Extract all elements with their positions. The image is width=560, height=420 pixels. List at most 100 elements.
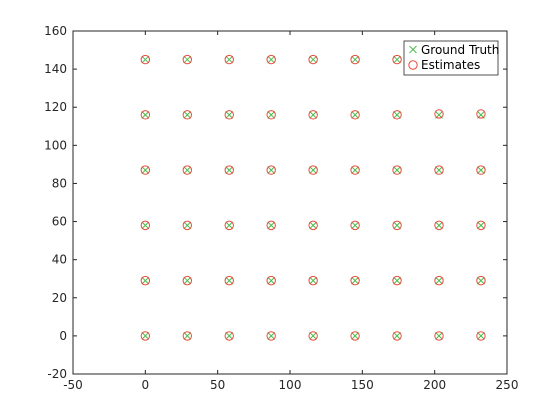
ground-truth-marker <box>351 221 359 230</box>
ground-truth-marker <box>309 110 318 119</box>
ground-truth-marker <box>141 221 150 230</box>
x-tick-label: 200 <box>423 378 446 392</box>
plot-area <box>73 31 507 374</box>
ground-truth-marker <box>351 276 359 285</box>
estimate-marker <box>224 110 234 120</box>
estimate-marker <box>308 110 318 120</box>
ground-truth-marker <box>183 55 192 64</box>
ground-truth-marker <box>435 332 443 340</box>
ground-truth-marker <box>351 166 359 174</box>
ground-truth-marker <box>351 55 359 64</box>
x-tick-label: 0 <box>142 378 150 392</box>
y-tick-label: 40 <box>52 253 67 267</box>
ground-truth-marker <box>141 166 150 174</box>
estimate-marker <box>266 331 276 341</box>
estimate-marker <box>224 275 234 286</box>
estimate-marker <box>476 109 486 119</box>
estimate-marker <box>224 220 234 231</box>
estimate-marker <box>182 275 192 286</box>
y-tick-label: 60 <box>52 215 67 229</box>
y-tick-label: -20 <box>47 367 67 381</box>
ground-truth-marker <box>435 276 443 285</box>
estimate-marker <box>476 220 486 231</box>
estimate-marker <box>434 165 444 175</box>
ground-truth-marker <box>435 221 443 230</box>
estimate-marker <box>392 275 402 286</box>
ground-truth-marker <box>225 110 234 119</box>
estimate-marker <box>140 110 151 120</box>
x-tick-label: 50 <box>210 378 225 392</box>
ground-truth-marker <box>267 110 276 119</box>
x-tick-label: 100 <box>279 378 302 392</box>
estimate-marker <box>308 220 318 231</box>
ground-truth-marker <box>141 332 150 340</box>
ground-truth-marker <box>309 166 318 174</box>
estimate-marker <box>350 165 360 175</box>
ground-truth-marker <box>435 166 443 174</box>
x-tick-label: 250 <box>496 378 519 392</box>
ground-truth-marker <box>267 221 276 230</box>
estimate-marker <box>140 165 151 175</box>
estimate-marker <box>224 165 234 175</box>
ground-truth-marker <box>393 55 401 64</box>
ground-truth-marker <box>225 55 234 64</box>
x-tick-label: -50 <box>63 378 83 392</box>
data-markers <box>140 54 486 341</box>
estimate-marker <box>182 110 192 120</box>
ground-truth-marker <box>351 332 359 340</box>
ground-truth-marker <box>309 332 318 340</box>
ground-truth-marker <box>267 55 276 64</box>
estimate-marker <box>182 165 192 175</box>
estimate-marker <box>434 275 444 286</box>
estimate-marker <box>476 331 486 341</box>
y-tick-label: 20 <box>52 291 67 305</box>
legend: Ground Truth Estimates <box>403 40 499 76</box>
legend-marker-cross <box>409 45 417 54</box>
estimate-marker <box>182 220 192 231</box>
ground-truth-marker <box>477 166 485 174</box>
ground-truth-marker <box>393 276 401 285</box>
legend-circle <box>408 60 418 70</box>
ground-truth-marker <box>267 276 276 285</box>
estimate-marker <box>140 331 151 341</box>
estimate-marker <box>350 275 360 286</box>
estimate-marker <box>350 110 360 120</box>
estimate-marker <box>434 331 444 341</box>
legend-cross <box>409 45 417 54</box>
estimate-marker <box>140 275 151 286</box>
ground-truth-marker <box>351 110 359 119</box>
legend-label-ground-truth: Ground Truth <box>421 43 499 57</box>
estimate-marker <box>476 275 486 286</box>
estimate-marker <box>392 110 402 120</box>
estimate-marker <box>476 165 486 175</box>
estimate-marker <box>182 54 192 65</box>
ground-truth-marker <box>477 221 485 230</box>
estimate-marker <box>140 220 151 231</box>
ground-truth-marker <box>141 55 150 64</box>
estimate-marker <box>392 165 402 175</box>
y-tick-label: 160 <box>44 24 67 38</box>
ground-truth-marker <box>141 276 150 285</box>
ground-truth-marker <box>477 332 485 340</box>
estimate-marker <box>392 54 402 65</box>
estimate-marker <box>434 220 444 231</box>
estimate-marker <box>308 331 318 341</box>
ground-truth-marker <box>225 166 234 174</box>
estimate-marker <box>434 109 444 119</box>
ground-truth-marker <box>183 332 192 340</box>
ground-truth-marker <box>183 276 192 285</box>
ground-truth-marker <box>309 276 318 285</box>
estimate-marker <box>224 331 234 341</box>
legend-marker-circle <box>408 60 418 70</box>
estimate-marker <box>392 220 402 231</box>
estimate-marker <box>266 110 276 120</box>
ground-truth-marker <box>393 221 401 230</box>
ground-truth-marker <box>225 276 234 285</box>
ground-truth-marker <box>477 276 485 285</box>
y-tick-label: 140 <box>44 62 67 76</box>
estimate-marker <box>350 331 360 341</box>
legend-entry-estimates: Estimates <box>408 58 480 72</box>
y-axis: -20 0 20 40 60 80 100 120 140 160 <box>44 24 507 381</box>
